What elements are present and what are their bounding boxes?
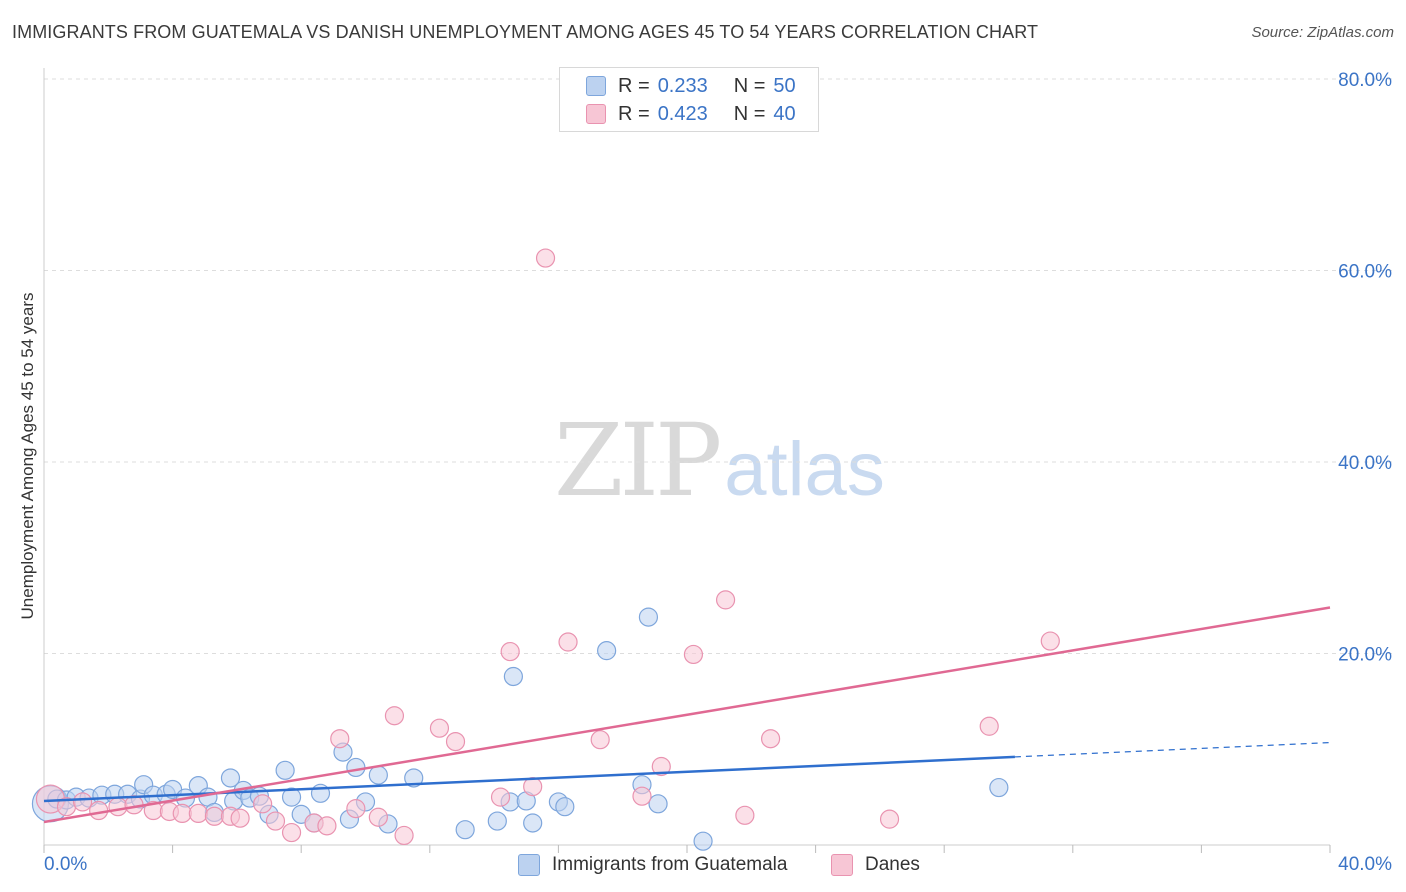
danes-point: [445, 731, 466, 752]
x-tick-label: 40.0%: [1338, 854, 1392, 875]
danes-point: [204, 806, 224, 826]
guatemala-point: [281, 787, 302, 807]
legend-swatch-blue: [586, 76, 606, 96]
guatemala-point: [487, 811, 507, 831]
legend-n-value: 50: [773, 74, 796, 97]
guatemala-point: [503, 666, 523, 687]
chart-title: IMMIGRANTS FROM GUATEMALA VS DANISH UNEM…: [12, 22, 1039, 42]
bottom-legend-swatch-pink: [831, 854, 853, 876]
danes-point: [188, 803, 208, 824]
watermark-zip: ZIP: [554, 402, 722, 519]
legend-row-danes: R = 0.423 N = 40: [586, 101, 796, 127]
danes-point: [108, 797, 128, 817]
danes-point: [632, 786, 652, 806]
guatemala-point: [555, 797, 575, 817]
y-tick-label: 60.0%: [1338, 262, 1392, 283]
danes-point: [89, 800, 109, 821]
danes-trend-line: [43, 606, 1331, 824]
legend-n-label: N =: [733, 74, 766, 97]
bottom-legend-swatch-blue: [518, 854, 540, 876]
danes-point: [230, 808, 250, 828]
guatemala-trend-line: [43, 755, 1015, 803]
bottom-legend-guatemala: Immigrants from Guatemala: [518, 852, 787, 878]
danes-point: [683, 644, 704, 665]
watermark: ZIPatlas: [554, 402, 885, 519]
danes-point: [535, 248, 556, 268]
y-tick-label: 80.0%: [1338, 70, 1392, 91]
danes-point: [715, 590, 736, 610]
danes-point: [394, 825, 414, 846]
watermark-atlas: atlas: [724, 427, 885, 512]
danes-point: [651, 756, 671, 777]
danes-point: [172, 803, 192, 824]
danes-point: [500, 641, 520, 662]
danes-point: [760, 729, 781, 749]
guatemala-point: [455, 820, 475, 840]
legend-n-value: 40: [773, 102, 796, 125]
danes-point: [490, 787, 511, 807]
legend-r-value: 0.423: [657, 102, 708, 125]
trend-lines: [43, 606, 1331, 824]
legend-n-label: N =: [733, 102, 766, 125]
guatemala-point: [638, 607, 659, 627]
legend-swatch-pink: [586, 104, 606, 124]
legend-r-label: R =: [618, 74, 650, 97]
danes-point: [429, 718, 450, 738]
guatemala-point: [404, 768, 424, 788]
guatemala-point: [989, 777, 1009, 798]
guatemala-point: [597, 641, 617, 661]
danes-point: [558, 632, 578, 652]
guatemala-point: [275, 760, 295, 780]
legend-row-guatemala: R = 0.233 N = 50: [586, 73, 796, 99]
bottom-legend-label: Danes: [865, 854, 920, 875]
legend-r-value: 0.233: [657, 74, 708, 97]
danes-point: [330, 729, 350, 749]
danes-point: [1040, 631, 1060, 651]
x-tick-label: 0.0%: [44, 854, 87, 875]
danes-point: [265, 811, 286, 831]
grid-lines: [44, 78, 1392, 654]
correlation-legend: R = 0.233 N = 50 R = 0.423 N = 40: [559, 67, 819, 132]
y-tick-label: 40.0%: [1338, 453, 1392, 474]
guatemala-point: [648, 794, 668, 814]
guatemala-point: [368, 765, 388, 785]
source-label: Source: ZipAtlas.com: [1251, 24, 1394, 41]
guatemala-trend-extension: [1014, 741, 1331, 758]
danes-point: [979, 716, 999, 736]
guatemala-point: [523, 813, 543, 833]
danes-point: [72, 792, 93, 812]
y-tick-label: 20.0%: [1338, 645, 1392, 666]
danes-point: [590, 730, 610, 750]
series-danes-points: [35, 248, 1060, 846]
danes-point: [281, 822, 302, 843]
bottom-legend-label: Immigrants from Guatemala: [552, 854, 788, 875]
danes-point: [253, 794, 273, 814]
guatemala-point: [693, 831, 713, 851]
tick-labels: 20.0% 40.0% 60.0% 80.0% 0.0% 40.0%: [44, 70, 1392, 875]
danes-point: [346, 799, 366, 819]
danes-point: [384, 706, 405, 726]
axes: [43, 68, 1331, 853]
danes-point: [368, 807, 388, 827]
danes-point: [735, 805, 755, 825]
legend-r-label: R =: [618, 102, 650, 125]
danes-point: [317, 816, 337, 836]
guatemala-point: [346, 757, 366, 778]
danes-point: [879, 809, 900, 829]
guatemala-point: [220, 768, 241, 788]
bottom-legend-danes: Danes: [831, 852, 920, 878]
